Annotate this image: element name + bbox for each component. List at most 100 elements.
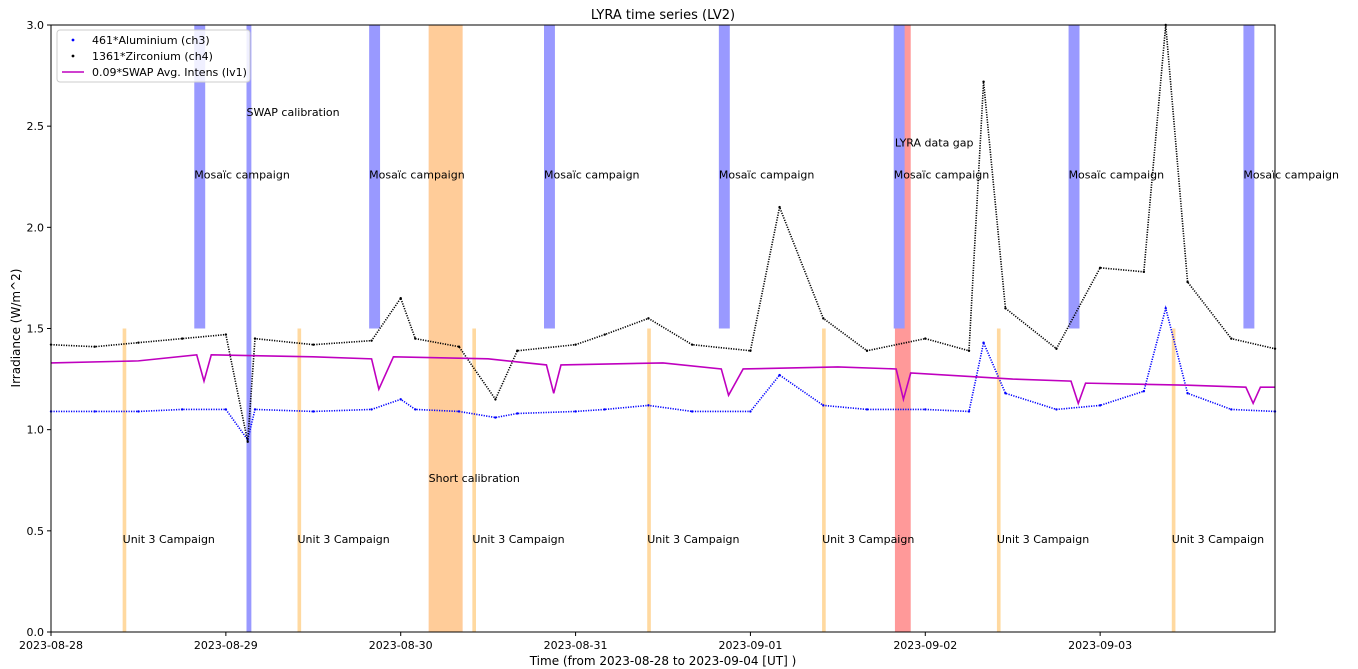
data-point [253, 408, 257, 411]
data-point [1055, 347, 1058, 350]
data-point [457, 410, 461, 413]
data-point [924, 337, 927, 340]
data-point [574, 410, 577, 413]
annotation-label: LYRA data gap [895, 136, 974, 149]
data-point [865, 349, 869, 352]
annotation-label: Unit 3 Campaign [997, 533, 1089, 546]
y-tick-label: 2.0 [27, 221, 45, 234]
data-point [414, 408, 417, 411]
data-point [690, 410, 694, 413]
series-trace [50, 24, 1276, 442]
chart-title: LYRA time series (LV2) [591, 8, 735, 23]
data-point [1164, 307, 1167, 310]
annotation-label: Unit 3 Campaign [1172, 533, 1264, 546]
annotation-band [893, 25, 905, 329]
data-point [312, 410, 315, 413]
data-point [778, 373, 781, 377]
annotation-band [1068, 25, 1080, 329]
y-tick-label: 1.0 [27, 424, 45, 437]
x-tick-label: 2023-09-01 [718, 639, 782, 652]
data-point [224, 408, 228, 411]
annotation-label: Mosaïc campaign [544, 169, 640, 182]
data-point [1142, 390, 1146, 393]
annotation-band [122, 328, 127, 632]
annotation-band [369, 25, 381, 329]
data-point [137, 410, 140, 413]
data-point [1230, 408, 1233, 411]
data-point [1142, 270, 1146, 274]
data-point [924, 408, 927, 411]
x-tick-label: 2023-08-29 [194, 639, 258, 652]
data-point [224, 333, 228, 336]
y-tick-label: 2.5 [27, 120, 45, 133]
annotation-label: Short calibration [429, 472, 520, 485]
annotation-band [297, 328, 302, 632]
data-point [778, 205, 781, 209]
data-point [822, 317, 825, 320]
data-point [494, 398, 497, 401]
y-tick-label: 0.0 [27, 626, 45, 639]
annotation-band [194, 25, 206, 329]
annotation-band [1171, 328, 1176, 632]
annotation-band [544, 25, 555, 329]
x-tick-label: 2023-08-31 [544, 639, 608, 652]
annotation-band [472, 328, 476, 632]
legend-entry: 0.09*SWAP Avg. Intens (lv1) [92, 66, 247, 79]
data-point [1098, 404, 1102, 407]
data-point [180, 337, 184, 340]
data-point [399, 398, 402, 401]
data-point [967, 410, 971, 413]
data-point [982, 80, 985, 83]
annotation-band [647, 328, 651, 632]
data-point [1230, 337, 1233, 340]
data-point [1098, 266, 1102, 269]
data-point [822, 404, 825, 407]
data-point [982, 341, 985, 344]
annotation-label: Mosaïc campaign [194, 169, 290, 182]
series-layer [49, 23, 1277, 444]
series-line [50, 353, 1275, 406]
data-point [399, 296, 402, 300]
data-point [253, 337, 257, 340]
y-axis-label: Irradiance (W/m^2) [9, 269, 23, 388]
legend-swatch [71, 38, 75, 42]
data-point [180, 408, 184, 411]
annotation-band [246, 25, 252, 632]
annotation-band [1243, 25, 1255, 329]
legend-entry: 1361*Zirconium (ch4) [92, 50, 213, 63]
data-point [967, 349, 971, 352]
data-point [137, 341, 140, 344]
data-point [370, 339, 373, 342]
annotation-label: Unit 3 Campaign [647, 533, 739, 546]
data-point [516, 412, 519, 415]
annotation-label: SWAP calibration [247, 106, 340, 119]
legend-box [56, 29, 251, 83]
annotation-label: Unit 3 Campaign [822, 533, 914, 546]
x-tick-label: 2023-09-02 [893, 639, 957, 652]
data-point [414, 337, 417, 340]
data-point [1186, 280, 1189, 284]
y-tick-label: 0.5 [27, 525, 45, 538]
data-point [1055, 408, 1058, 411]
data-point [1004, 307, 1007, 310]
data-point [603, 333, 606, 336]
data-point [647, 317, 650, 320]
data-point [370, 408, 373, 411]
x-axis-label: Time (from 2023-08-28 to 2023-09-04 [UT]… [529, 654, 797, 668]
data-point [93, 345, 96, 348]
annotation-label: Unit 3 Campaign [123, 533, 215, 546]
x-tick-label: 2023-08-28 [19, 639, 83, 652]
legend-entry: 461*Aluminium (ch3) [92, 34, 210, 47]
data-point [457, 345, 461, 348]
data-point [93, 410, 96, 413]
data-point [494, 416, 497, 419]
annotation-band [822, 328, 826, 632]
annotation-band [996, 328, 1001, 632]
y-tick-label: 1.5 [27, 323, 45, 336]
annotation-bands [122, 25, 1255, 632]
legend-swatch [71, 54, 75, 58]
data-point [690, 343, 694, 346]
data-point [865, 408, 869, 411]
legend: 461*Aluminium (ch3) 1361*Zirconium (ch4) 0… [56, 29, 251, 83]
